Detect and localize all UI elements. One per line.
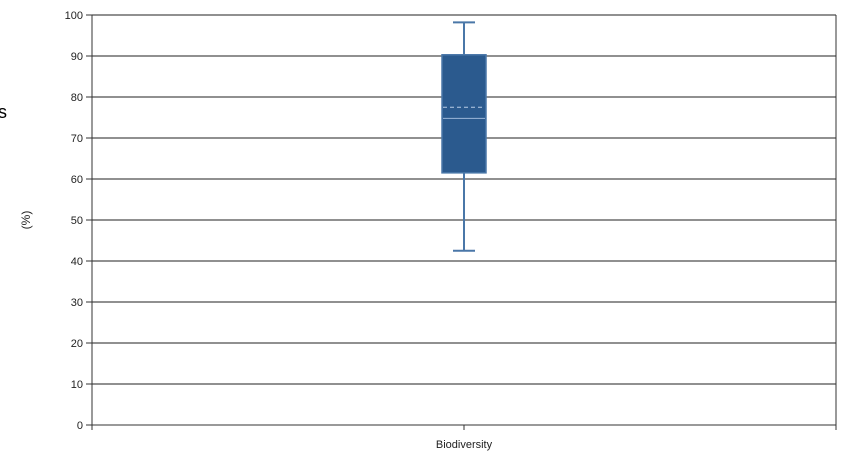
- box-0: [441, 21, 487, 252]
- box-series: [441, 21, 487, 252]
- y-tick-label-70: 70: [71, 133, 83, 145]
- y-tick-label-50: 50: [71, 215, 83, 227]
- y-tick-label-20: 20: [71, 338, 83, 350]
- y-tick-label-100: 100: [65, 10, 83, 22]
- y-axis-ticks: 0 10 20 30 40 50 60 70 80 90 100: [65, 10, 92, 432]
- y-tick-label-30: 30: [71, 297, 83, 309]
- y-tick-label-60: 60: [71, 174, 83, 186]
- y-tick-label-90: 90: [71, 51, 83, 63]
- cropped-text-fragment: s: [0, 102, 7, 122]
- x-axis-ticks: Biodiversity: [436, 425, 493, 451]
- y-tick-label-10: 10: [71, 379, 83, 391]
- y-axis-label: (%): [19, 211, 33, 230]
- y-tick-label-80: 80: [71, 92, 83, 104]
- x-tick-label: Biodiversity: [436, 439, 493, 451]
- y-tick-label-40: 40: [71, 256, 83, 268]
- iqr-box: [441, 54, 487, 174]
- y-tick-label-0: 0: [77, 420, 83, 432]
